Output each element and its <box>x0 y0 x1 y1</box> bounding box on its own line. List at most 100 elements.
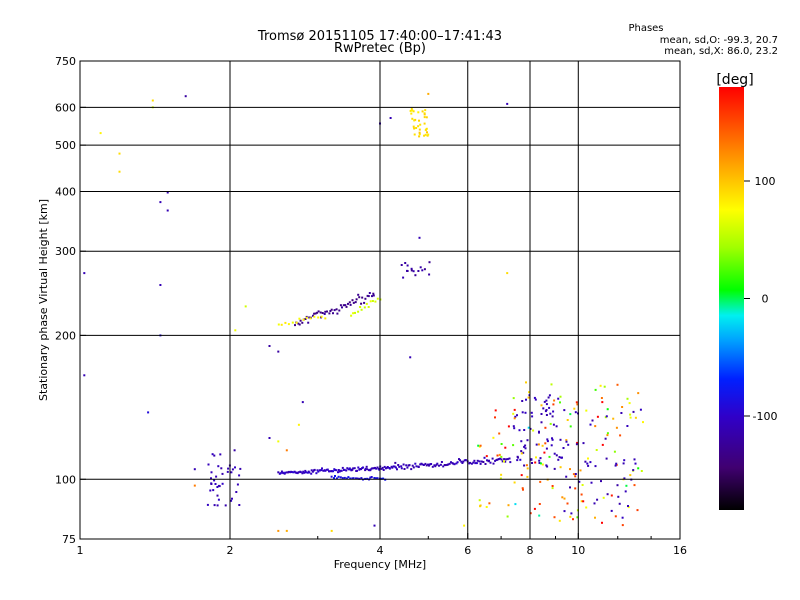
data-point <box>520 452 523 455</box>
data-point <box>579 469 582 472</box>
data-point <box>639 408 642 411</box>
data-point <box>581 484 584 486</box>
data-point <box>345 477 348 480</box>
data-point <box>419 123 422 126</box>
data-point <box>352 467 355 470</box>
data-point <box>500 443 503 445</box>
data-point <box>540 421 543 424</box>
data-point <box>637 392 640 395</box>
data-point <box>521 411 524 414</box>
data-point <box>601 401 604 404</box>
data-point <box>374 300 377 303</box>
data-point <box>334 475 336 477</box>
data-point <box>394 466 397 469</box>
y-tick-label: 600 <box>55 101 76 114</box>
data-point <box>428 261 431 264</box>
data-point <box>634 462 637 465</box>
data-point <box>297 322 300 325</box>
data-point <box>371 300 374 302</box>
data-point <box>352 477 355 480</box>
data-point <box>526 439 529 442</box>
data-point <box>548 455 551 458</box>
data-point <box>353 467 356 470</box>
data-point <box>212 489 215 492</box>
data-point <box>462 460 465 463</box>
data-point <box>589 423 592 426</box>
data-point <box>410 112 413 115</box>
data-point <box>569 515 572 518</box>
y-tick-label: 300 <box>55 245 76 258</box>
data-point <box>498 453 501 456</box>
data-point <box>589 461 592 464</box>
data-point <box>545 399 548 402</box>
data-point <box>574 411 577 414</box>
data-point <box>365 465 368 468</box>
data-point <box>524 447 527 450</box>
data-point <box>333 309 336 312</box>
data-point <box>193 484 196 487</box>
data-point <box>520 450 523 453</box>
data-point <box>321 467 323 470</box>
data-point <box>403 468 406 470</box>
data-point <box>298 317 301 320</box>
data-point <box>563 409 566 412</box>
data-point <box>558 519 561 522</box>
data-point <box>474 462 477 465</box>
data-point <box>614 515 617 518</box>
data-point <box>418 119 420 122</box>
data-point <box>521 487 524 490</box>
data-point <box>310 472 313 475</box>
data-point <box>539 462 542 465</box>
data-point <box>563 510 566 513</box>
data-point <box>422 464 425 466</box>
data-point <box>531 462 533 464</box>
data-point <box>497 458 500 461</box>
data-point <box>542 407 545 410</box>
data-point <box>567 443 570 446</box>
data-point <box>339 304 342 307</box>
data-point <box>616 484 619 487</box>
data-point <box>479 444 482 447</box>
data-point <box>410 269 413 272</box>
data-point <box>423 122 426 125</box>
data-point <box>627 505 629 507</box>
data-point <box>349 477 352 480</box>
data-point <box>560 456 563 459</box>
data-point <box>500 473 503 476</box>
data-point <box>406 264 409 267</box>
data-point <box>491 457 494 460</box>
data-point <box>573 407 576 410</box>
data-point <box>341 306 343 309</box>
data-point <box>366 294 369 297</box>
data-point <box>277 323 280 326</box>
data-point <box>463 524 466 527</box>
data-point <box>506 272 509 275</box>
data-point <box>335 469 338 472</box>
chart-subtitle: RwPretec (Bp) <box>334 41 426 56</box>
data-point <box>310 469 313 472</box>
data-point <box>456 461 459 464</box>
data-point <box>280 470 283 473</box>
data-point <box>523 464 526 467</box>
data-point <box>504 460 507 463</box>
data-point <box>632 410 635 413</box>
data-point <box>525 464 528 467</box>
data-point <box>335 477 338 480</box>
data-point <box>292 471 295 474</box>
data-point <box>415 127 418 129</box>
data-point <box>535 456 537 459</box>
data-point <box>358 296 361 299</box>
data-point <box>321 312 324 314</box>
data-point <box>371 295 373 298</box>
chart-title: Tromsø 20151105 17:40:00–17:41:43 <box>257 29 502 44</box>
data-point <box>475 462 478 465</box>
data-point <box>299 471 302 474</box>
data-point <box>397 464 400 466</box>
data-point <box>316 311 319 314</box>
data-point <box>599 384 602 387</box>
data-point <box>315 472 318 475</box>
data-point <box>585 409 588 412</box>
y-axis-label: Stationary phase Virtual Height [km] <box>37 199 50 401</box>
data-point <box>483 456 486 459</box>
data-point <box>626 425 629 427</box>
